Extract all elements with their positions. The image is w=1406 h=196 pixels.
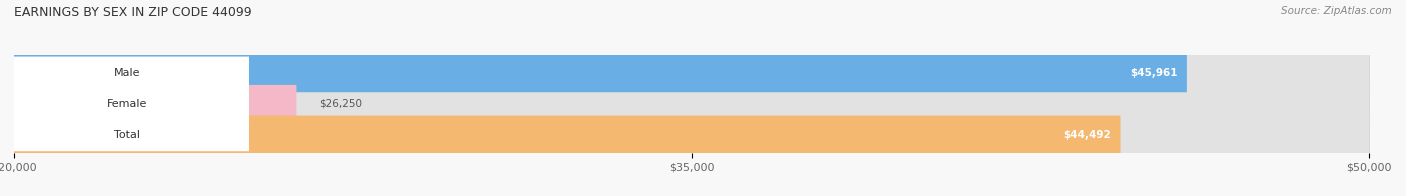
Text: Female: Female: [107, 99, 148, 109]
Text: Source: ZipAtlas.com: Source: ZipAtlas.com: [1281, 6, 1392, 16]
Text: Male: Male: [114, 68, 141, 78]
FancyBboxPatch shape: [0, 85, 297, 123]
FancyBboxPatch shape: [6, 87, 249, 121]
Text: Total: Total: [114, 130, 141, 140]
Text: $44,492: $44,492: [1064, 130, 1112, 140]
FancyBboxPatch shape: [0, 85, 1369, 123]
FancyBboxPatch shape: [6, 118, 249, 151]
Text: $45,961: $45,961: [1130, 68, 1178, 78]
FancyBboxPatch shape: [0, 115, 1369, 153]
Text: $26,250: $26,250: [319, 99, 361, 109]
FancyBboxPatch shape: [6, 56, 249, 90]
FancyBboxPatch shape: [0, 54, 1369, 92]
FancyBboxPatch shape: [0, 115, 1121, 153]
FancyBboxPatch shape: [0, 54, 1187, 92]
Text: EARNINGS BY SEX IN ZIP CODE 44099: EARNINGS BY SEX IN ZIP CODE 44099: [14, 6, 252, 19]
